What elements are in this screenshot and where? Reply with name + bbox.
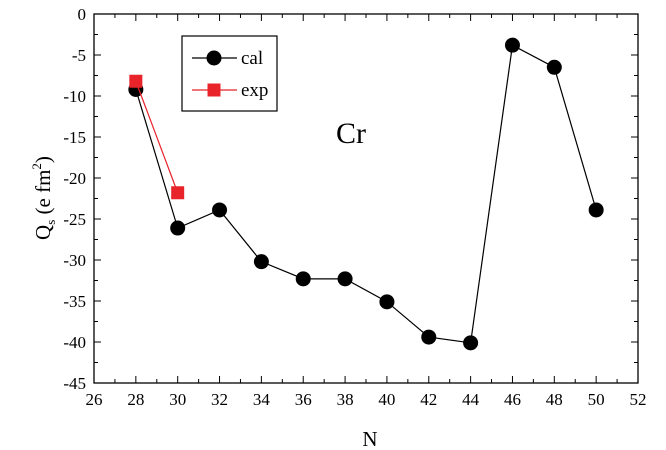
x-tick-label: 50 [588,390,605,409]
x-axis-title: N [362,427,377,450]
y-tick-label: -30 [63,251,86,270]
x-tick-label: 30 [169,390,186,409]
series-layer [128,37,604,351]
y-axis-title-sub: s [43,220,58,225]
x-tick-label: 38 [337,390,354,409]
x-tick-label: 40 [378,390,395,409]
legend-box [181,35,278,112]
y-tick-label: -15 [63,128,86,147]
legend-label-cal: cal [241,48,263,69]
x-tick-label: 44 [462,390,480,409]
axes: 26 28 30 32 34 36 38 40 42 44 46 48 50 52 0 -5 -10 -15 -20… [63,5,646,409]
x-tick-label: 48 [546,390,563,409]
data-point-cal [295,271,311,287]
element-annotation: Cr [336,117,366,150]
series-line-cal [135,44,597,344]
y-axis-title-q: Q [31,225,55,240]
data-point-cal [212,202,228,218]
legend-marker-exp [207,83,221,97]
y-tick-label: -20 [63,169,86,188]
y-axis-title: Qs (e fm2) [29,156,58,240]
y-axis-title-sup: 2 [29,163,44,170]
y-axis-title-mid: (e fm [31,170,55,220]
x-tick-label: 52 [630,390,647,409]
legend-label-exp: exp [241,80,268,101]
data-point-cal [588,202,604,218]
y-tick-label: -25 [63,210,86,229]
data-point-exp [129,74,143,88]
data-point-cal [421,329,437,345]
legend: cal exp [181,35,278,112]
data-point-cal [337,271,353,287]
y-axis-title-end: ) [31,156,55,163]
x-tick-label: 36 [295,390,312,409]
x-tick-label: 32 [211,390,228,409]
data-point-cal [379,294,395,310]
data-point-cal [546,59,562,75]
data-point-cal [253,254,269,270]
y-tick-label: -45 [63,374,86,393]
data-point-cal [463,335,479,351]
x-tick-label: 46 [504,390,521,409]
data-point-exp [171,186,185,200]
y-tick-label: -5 [72,46,86,65]
x-tick-label: 42 [420,390,437,409]
y-tick-label: -10 [63,87,86,106]
y-tick-label: -40 [63,333,86,352]
y-tick-label: -35 [63,292,86,311]
data-point-cal [170,220,186,236]
y-tick-label: 0 [78,5,87,24]
x-tick-label: 26 [86,390,103,409]
legend-marker-cal [206,50,222,66]
series-line-exp [135,81,179,193]
x-tick-label: 34 [253,390,271,409]
x-tick-label: 28 [127,390,144,409]
data-point-cal [504,37,520,53]
